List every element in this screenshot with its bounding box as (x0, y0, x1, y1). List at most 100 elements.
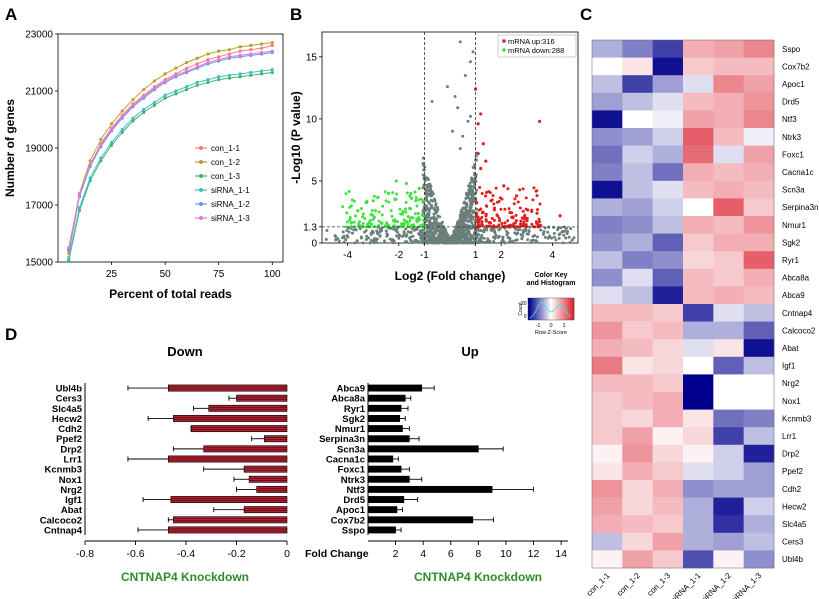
row-label: Sspo (782, 45, 801, 54)
ns-point (469, 226, 473, 230)
ns-point (533, 234, 537, 238)
ns-point (435, 210, 439, 214)
color-key-swatch (550, 298, 553, 320)
ns-point (503, 241, 507, 245)
down-point (376, 196, 380, 200)
ns-point (427, 213, 431, 217)
heatmap-cell (622, 356, 653, 375)
up-point (479, 207, 483, 211)
ns-point (486, 237, 490, 241)
data-point (259, 46, 264, 50)
up-point (538, 220, 542, 224)
heatmap-cell (683, 532, 714, 551)
panel-c: C Sspo Cox7b2 Apoc1 Drd5 Ntf3 Ntrk3 Foxc1 Cacna1… (518, 5, 818, 599)
ns-point (342, 240, 346, 244)
ns-point (469, 204, 473, 208)
color-key-swatch (556, 298, 559, 320)
x-axis-label: Percent of total reads (109, 287, 232, 301)
heatmap-cell (652, 286, 684, 305)
ns-point (439, 239, 443, 243)
ns-point (342, 236, 346, 240)
down-point (358, 220, 362, 224)
down-point (370, 208, 374, 212)
category-label: Lrr1 (64, 455, 83, 466)
ns-point (436, 214, 440, 218)
down-point (374, 209, 378, 213)
ns-point (435, 206, 439, 210)
x-tick-label: -0.4 (177, 548, 195, 560)
heatmap-cell (622, 339, 653, 358)
y-tick-label: 23000 (25, 30, 53, 41)
ns-point (468, 188, 472, 192)
up-point (476, 223, 480, 227)
ns-point (366, 236, 370, 240)
ns-point (427, 230, 431, 234)
ns-point (405, 240, 409, 244)
heatmap-cell (592, 286, 623, 305)
data-point (227, 52, 232, 56)
ns-point (405, 233, 409, 237)
data-point (217, 75, 221, 79)
up-point (513, 197, 517, 201)
heatmap-cell (652, 251, 684, 270)
heatmap-cell (622, 268, 653, 287)
heatmap-cell (743, 480, 775, 498)
heatmap-cell (652, 110, 684, 129)
up-point (521, 209, 525, 213)
heatmap-cell (592, 515, 623, 534)
heatmap-cell (683, 40, 714, 58)
heatmap-cell (622, 321, 653, 340)
data-point (227, 73, 232, 77)
row-label: Nmur1 (782, 221, 807, 230)
bar-Igf1 (170, 496, 288, 503)
up-point (481, 210, 485, 214)
data-point (163, 72, 167, 76)
up-point (492, 202, 496, 206)
down-point (344, 192, 348, 196)
heatmap-cell (622, 532, 653, 551)
up-point (489, 199, 493, 203)
down-point (348, 216, 352, 220)
bar-Cers3 (236, 394, 288, 402)
legend-label: mRNA up:316 (508, 37, 555, 46)
legend-marker (199, 160, 203, 164)
ns-point (434, 220, 438, 224)
ns-point (552, 231, 556, 235)
x-axis-label: CNTNAP4 Knockdown (414, 570, 542, 584)
ns-point (469, 235, 473, 239)
ns-point (378, 234, 382, 238)
color-key-tick: -1 (536, 323, 541, 329)
up-point (524, 217, 528, 221)
bar-Cntnap4 (168, 526, 288, 534)
heatmap-cell (652, 92, 684, 111)
color-key-xlabel: Row Z-Score (535, 330, 567, 336)
heatmap-cell (683, 57, 714, 76)
category-label: Cacna1c (326, 455, 365, 466)
ns-point (570, 238, 574, 242)
heatmap-cell (652, 374, 684, 393)
row-label: Igf1 (782, 362, 796, 371)
ns-point (472, 184, 476, 188)
y-tick-label: 21000 (25, 87, 53, 98)
ns-point (449, 238, 453, 242)
heatmap-cell (683, 198, 714, 217)
heatmap-cell (652, 180, 684, 199)
up-point (476, 217, 480, 221)
heatmap-cell (622, 128, 653, 146)
down-point (398, 207, 402, 211)
heatmap-cell (592, 40, 623, 58)
down-point (394, 179, 398, 183)
category-label: Drd5 (343, 495, 365, 506)
row-label: Cntnap4 (782, 309, 813, 318)
data-point (174, 66, 178, 70)
ns-point (466, 215, 470, 219)
data-point (142, 110, 146, 114)
ns-point (413, 239, 417, 243)
heatmap-cell (592, 427, 623, 446)
ns-point (430, 224, 434, 228)
down-point (349, 220, 353, 224)
heatmap-cell (713, 268, 744, 287)
heatmap-cell (622, 75, 653, 94)
data-point (163, 96, 167, 100)
up-point (478, 186, 482, 190)
